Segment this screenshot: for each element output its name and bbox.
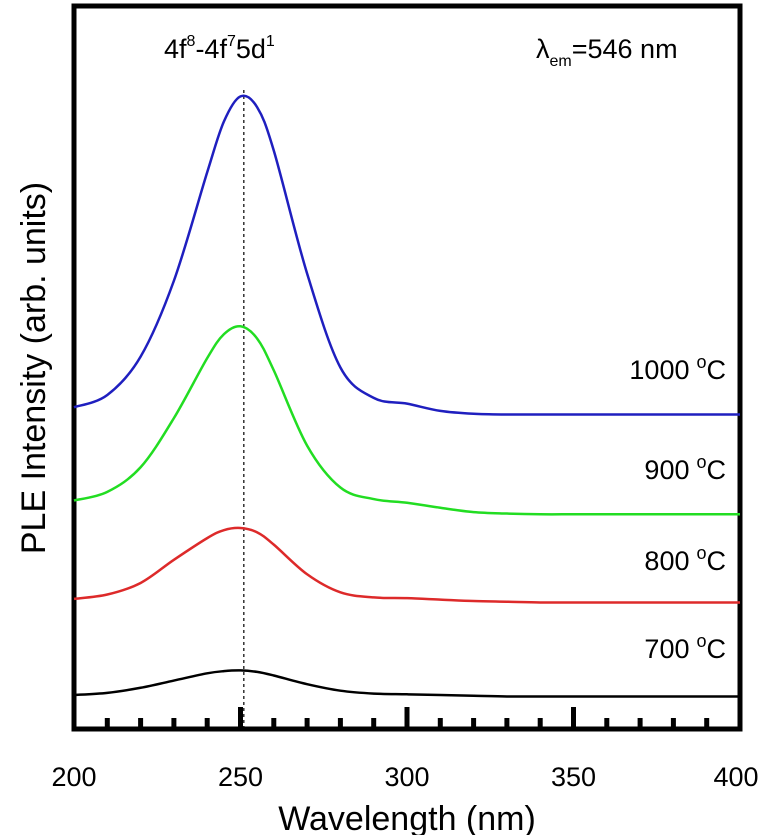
series-label-unit: C — [707, 355, 727, 385]
series-label-1000: 1000 oC — [629, 352, 726, 385]
transition-label: 4f8-4f75d1 — [164, 33, 275, 64]
emission-value: =546 nm — [572, 34, 678, 64]
series-line-900 — [73, 324, 740, 516]
series-label-unit: C — [707, 634, 727, 664]
transition-label-part: 5d — [236, 34, 266, 64]
series-label-value: 700 — [644, 634, 689, 664]
series-label-value: 900 — [644, 455, 689, 485]
lambda-symbol: λ — [536, 34, 550, 64]
degree-sign: o — [696, 543, 706, 563]
degree-sign: o — [696, 452, 706, 472]
x-tick-label: 250 — [218, 762, 263, 792]
lambda-subscript: em — [550, 53, 572, 70]
emission-annotation: λem=546 nm — [536, 34, 678, 70]
series-line-1000 — [73, 94, 740, 416]
series-label-unit: C — [707, 455, 727, 485]
ticks — [104, 707, 710, 729]
x-tick-label: 200 — [51, 762, 96, 792]
series-label-900: 900 oC — [644, 452, 726, 485]
series-label-800: 800 oC — [644, 543, 726, 576]
series-labels: 1000 oC 900 oC 800 oC 700 oC — [629, 352, 726, 664]
x-tick-label: 350 — [551, 762, 596, 792]
x-axis-label: Wavelength (nm) — [278, 800, 536, 835]
series-line-800 — [73, 526, 740, 604]
transition-label-part: 4f — [164, 34, 187, 64]
y-axis-label: PLE Intensity (arb. units) — [15, 182, 53, 554]
transition-label-sup: 1 — [266, 33, 275, 50]
transition-label-sup: 7 — [227, 33, 236, 50]
series-label-unit: C — [707, 546, 727, 576]
x-tick-label: 300 — [384, 762, 429, 792]
series-label-value: 800 — [644, 546, 689, 576]
curves — [73, 94, 740, 698]
series-label-700: 700 oC — [644, 631, 726, 664]
transition-label-part: -4f — [195, 34, 227, 64]
degree-sign: o — [696, 352, 706, 372]
series-label-value: 1000 — [629, 355, 689, 385]
x-tick-label: 400 — [713, 762, 758, 792]
series-line-700 — [73, 669, 740, 698]
x-tick-labels: 200 250 300 350 400 — [51, 762, 758, 792]
transition-label-sup: 8 — [187, 33, 196, 50]
degree-sign: o — [696, 631, 706, 651]
